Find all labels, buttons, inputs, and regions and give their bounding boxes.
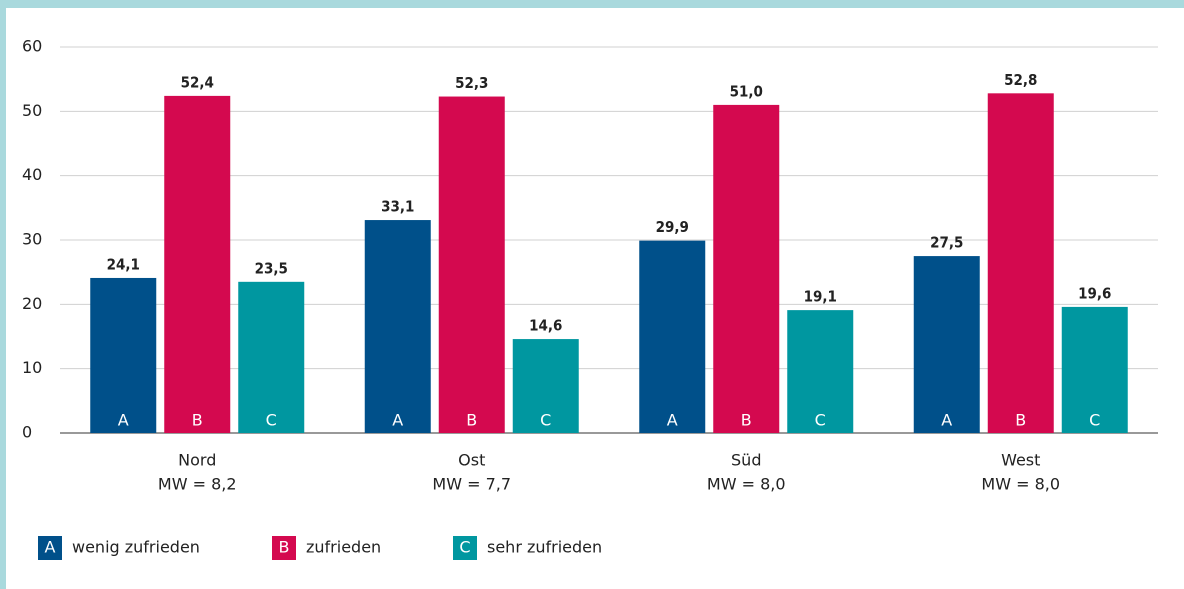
bar-letter: C bbox=[815, 411, 826, 430]
bar bbox=[1061, 306, 1128, 433]
legend-letter: B bbox=[279, 538, 290, 557]
x-tick-sublabel: MW = 8,0 bbox=[707, 475, 786, 494]
y-tick-label: 60 bbox=[22, 37, 42, 56]
x-tick-sublabel: MW = 7,7 bbox=[432, 475, 511, 494]
data-label: 23,5 bbox=[255, 259, 288, 277]
x-tick-label: West bbox=[1001, 451, 1040, 470]
bar bbox=[639, 240, 706, 433]
legend-label: zufrieden bbox=[306, 538, 381, 557]
bar-letter: C bbox=[540, 411, 551, 430]
y-tick-label: 10 bbox=[22, 358, 42, 377]
legend-swatch bbox=[38, 536, 62, 560]
legend-letter: C bbox=[459, 538, 470, 557]
y-tick-label: 50 bbox=[22, 101, 42, 120]
data-label: 19,1 bbox=[804, 288, 837, 306]
x-tick-label: Nord bbox=[178, 451, 216, 470]
data-label: 29,9 bbox=[656, 218, 689, 236]
x-tick-sublabel: MW = 8,2 bbox=[158, 475, 237, 494]
x-tick-sublabel: MW = 8,0 bbox=[981, 475, 1060, 494]
y-tick-label: 40 bbox=[22, 165, 42, 184]
data-label: 24,1 bbox=[107, 255, 140, 273]
bar-letter: A bbox=[392, 411, 403, 430]
data-label: 27,5 bbox=[930, 234, 963, 252]
data-label: 33,1 bbox=[381, 198, 414, 216]
legend-letter: A bbox=[45, 538, 56, 557]
legend-swatch bbox=[272, 536, 296, 560]
chart: 0 10 20 30 40 50 60 Nord MW = 8,2 24,1 A 52,4 B 23,5 C… bbox=[6, 8, 1184, 589]
data-label: 19,6 bbox=[1078, 284, 1111, 302]
bar bbox=[987, 93, 1054, 433]
bar bbox=[787, 310, 854, 433]
y-tick-label: 20 bbox=[22, 294, 42, 313]
bar-letter: B bbox=[192, 411, 203, 430]
data-label: 52,3 bbox=[455, 74, 488, 92]
bar-letter: A bbox=[941, 411, 952, 430]
bar bbox=[713, 104, 780, 434]
data-label: 52,4 bbox=[181, 73, 214, 91]
y-tick-label: 30 bbox=[22, 230, 42, 249]
bar-letter: B bbox=[741, 411, 752, 430]
x-tick-label: Süd bbox=[731, 451, 761, 470]
legend-label: wenig zufrieden bbox=[72, 538, 200, 557]
bar bbox=[364, 220, 431, 433]
data-label: 52,8 bbox=[1004, 71, 1037, 89]
data-label: 51,0 bbox=[730, 82, 763, 100]
bar bbox=[438, 96, 505, 433]
bar-letter: C bbox=[1089, 411, 1100, 430]
data-label: 14,6 bbox=[529, 317, 562, 335]
legend-swatch bbox=[453, 536, 477, 560]
bar bbox=[90, 277, 157, 433]
bar bbox=[512, 339, 579, 433]
bar-letter: B bbox=[1015, 411, 1026, 430]
bar bbox=[164, 95, 231, 433]
y-tick-label: 0 bbox=[22, 423, 32, 442]
bar-letter: A bbox=[118, 411, 129, 430]
bar-letter: C bbox=[266, 411, 277, 430]
bar bbox=[913, 256, 980, 433]
bar-letter: B bbox=[466, 411, 477, 430]
bar-letter: A bbox=[667, 411, 678, 430]
x-tick-label: Ost bbox=[458, 451, 485, 470]
legend-label: sehr zufrieden bbox=[487, 538, 602, 557]
bar bbox=[238, 281, 305, 433]
